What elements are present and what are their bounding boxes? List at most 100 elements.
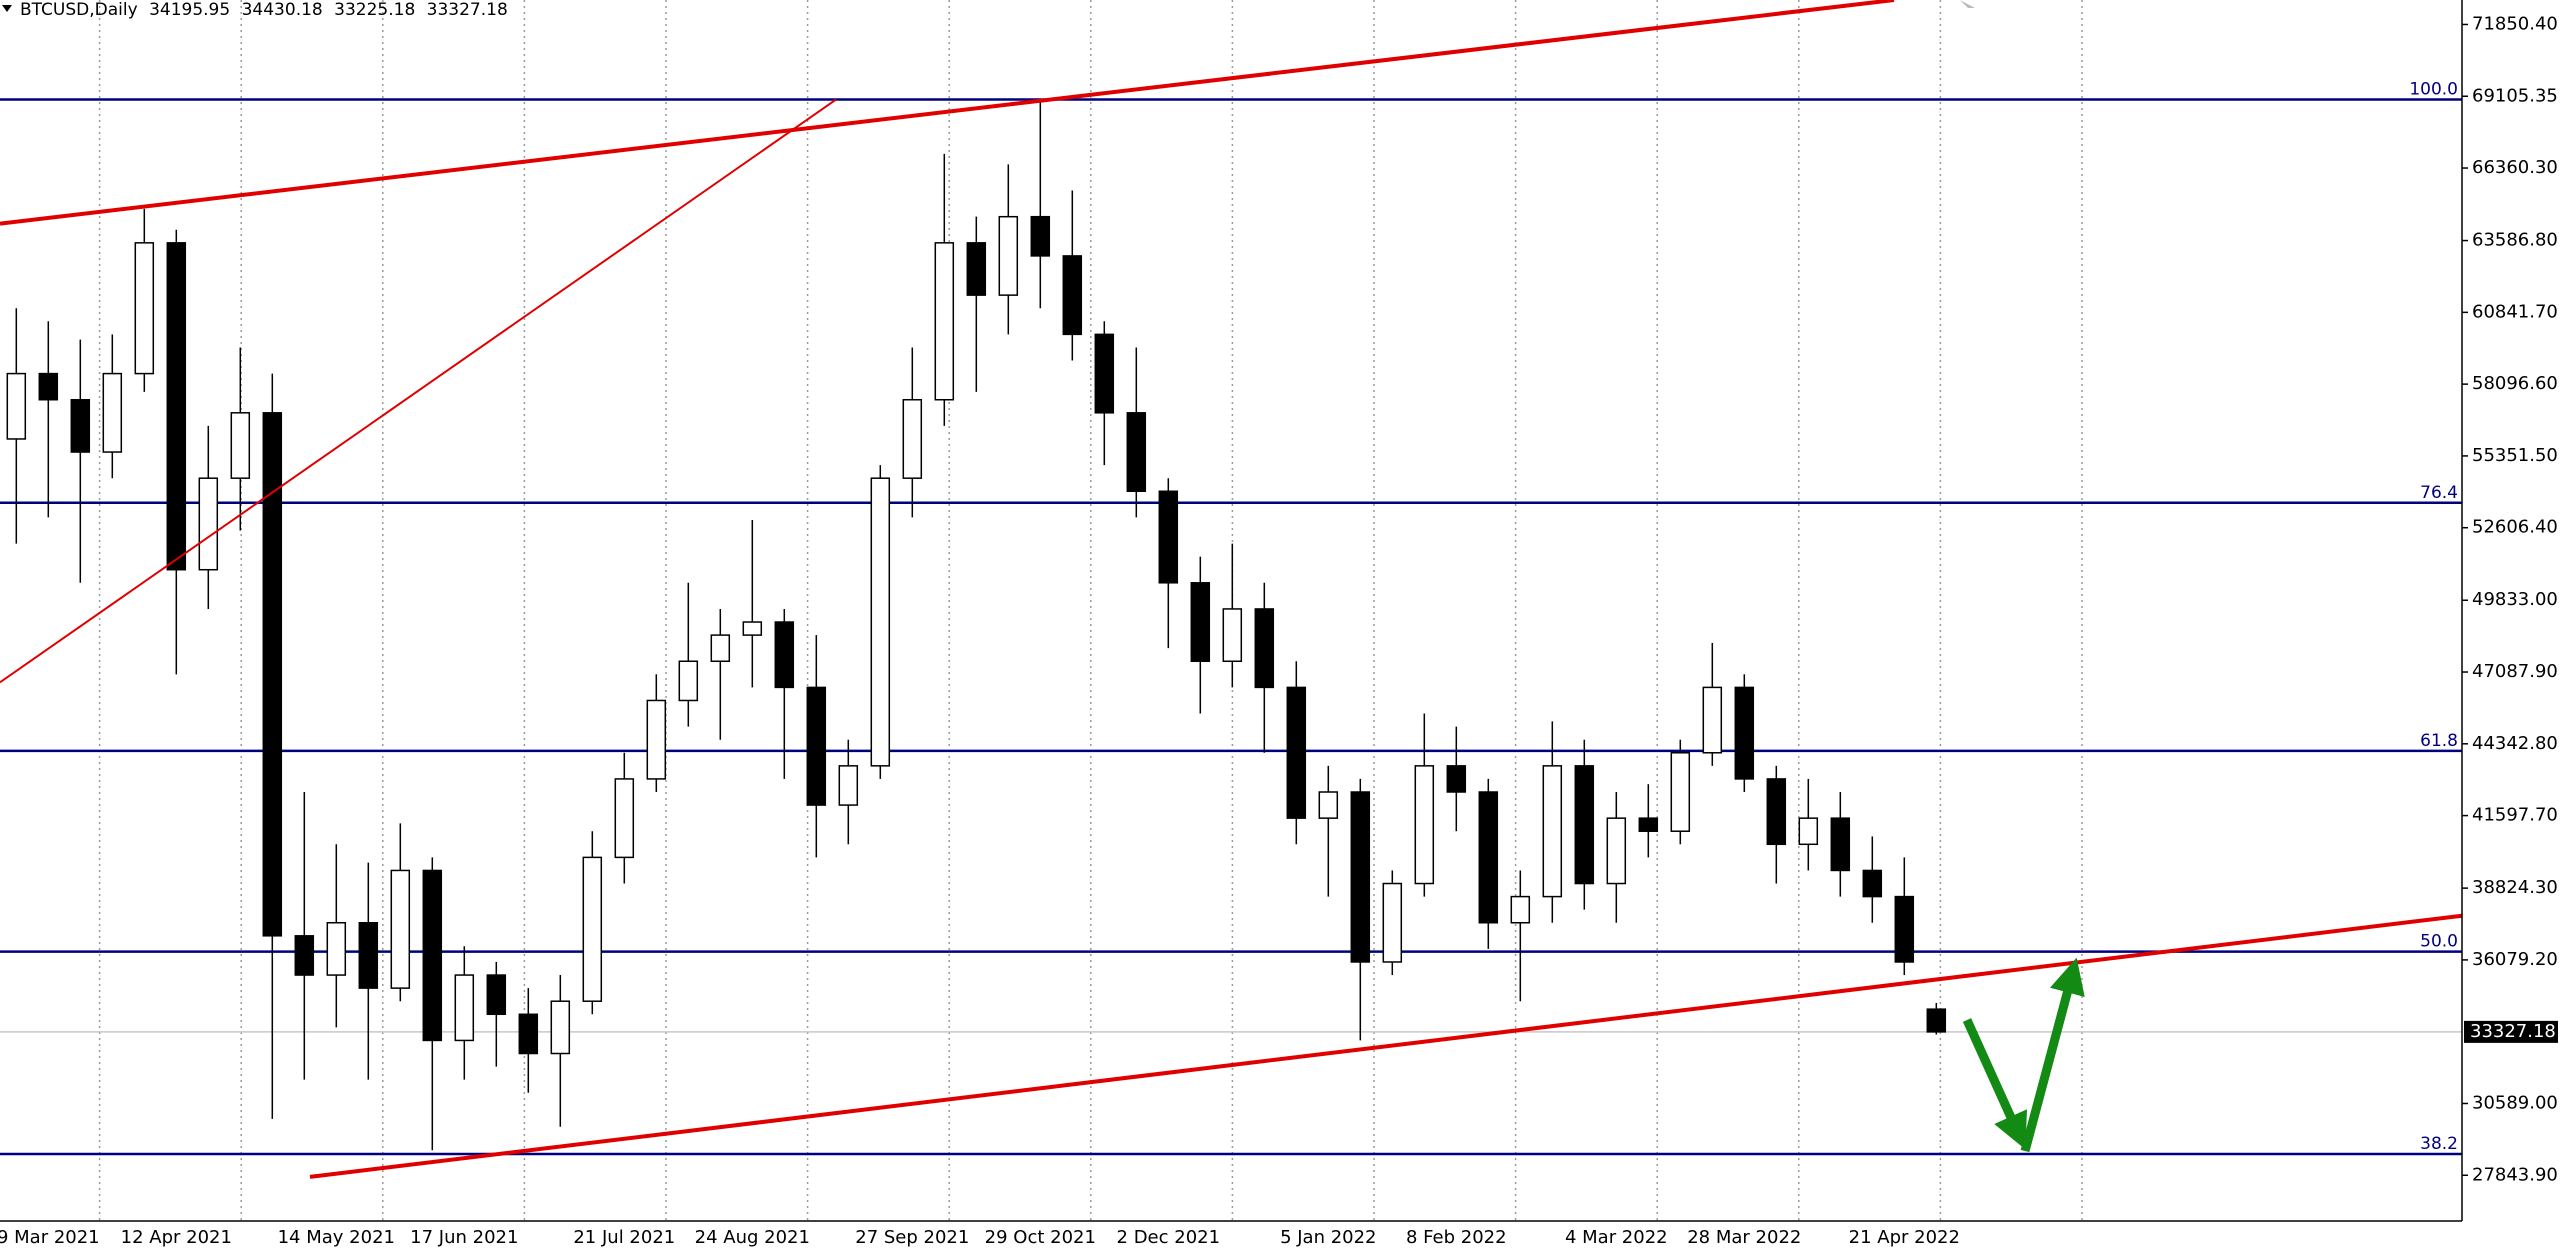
candle-body xyxy=(1382,882,1403,963)
candle-body xyxy=(1318,791,1339,819)
y-tick-label: 60841.70 xyxy=(2472,301,2558,322)
candle-body xyxy=(230,412,251,479)
candle-body xyxy=(1062,255,1083,336)
candle-body xyxy=(294,935,315,976)
y-tick-label: 55351.50 xyxy=(2472,445,2558,466)
candle-body xyxy=(262,412,283,937)
trendline xyxy=(309,913,2463,1179)
y-tick-label: 71850.40 xyxy=(2472,13,2558,34)
header-high: 34430.18 xyxy=(242,0,323,20)
candle-body xyxy=(1030,215,1051,257)
candle-body xyxy=(1862,869,1883,898)
fib-level-label: 76.4 xyxy=(2420,483,2458,503)
candle-body xyxy=(70,398,91,453)
x-tick-label: 8 Feb 2022 xyxy=(1406,1227,1507,1248)
y-tick-label: 58096.60 xyxy=(2472,373,2558,394)
candle-body xyxy=(870,477,891,767)
candle-body xyxy=(1894,895,1915,963)
y-tick-label: 44342.80 xyxy=(2472,733,2558,754)
x-tick-label: 2 Dec 2021 xyxy=(1117,1227,1221,1248)
x-tick-label: 14 May 2021 xyxy=(278,1227,395,1248)
candle-body xyxy=(1222,608,1243,662)
candle-body xyxy=(134,242,155,375)
x-tick-label: 9 Mar 2021 xyxy=(0,1227,100,1248)
x-tick-label: 28 Mar 2022 xyxy=(1687,1227,1801,1248)
header-low: 33225.18 xyxy=(334,0,415,20)
candle-body xyxy=(1254,608,1275,689)
last-price-label: 33327.18 xyxy=(2470,1021,2556,1042)
x-tick-label: 21 Jul 2021 xyxy=(573,1227,675,1248)
arrow-up xyxy=(2020,957,2085,1153)
candle-body xyxy=(326,922,347,976)
symbol: BTCUSD,Daily xyxy=(20,0,138,20)
trendline xyxy=(0,0,1895,226)
vertical-grid xyxy=(98,0,2083,1221)
x-tick-label: 12 Apr 2021 xyxy=(121,1227,232,1248)
candle-body xyxy=(966,242,987,296)
candle-body xyxy=(838,765,859,806)
candle-body xyxy=(1126,412,1147,493)
candle-body xyxy=(1606,817,1627,885)
y-tick-label: 27843.90 xyxy=(2472,1164,2558,1185)
y-tick-label: 36079.20 xyxy=(2472,949,2558,970)
candle-body xyxy=(422,869,443,1042)
candle-body xyxy=(38,372,59,401)
candle-body xyxy=(1830,817,1851,872)
candle-body xyxy=(550,1000,571,1055)
candle-body xyxy=(166,242,187,571)
x-tick-label: 17 Jun 2021 xyxy=(410,1227,518,1248)
x-tick-label: 24 Aug 2021 xyxy=(695,1227,810,1248)
candle-body xyxy=(1414,765,1435,885)
candle-body xyxy=(1094,333,1115,414)
candle-body xyxy=(1574,765,1595,885)
candle-body xyxy=(1702,686,1723,754)
y-tick-label: 69105.35 xyxy=(2472,85,2558,106)
candle-body xyxy=(1350,791,1371,963)
candle-body xyxy=(998,215,1019,296)
candle-body xyxy=(742,621,763,636)
y-tick-label: 52606.40 xyxy=(2472,517,2558,538)
candle-body xyxy=(1446,765,1467,793)
candle-body xyxy=(1510,895,1531,924)
candle-body xyxy=(1766,778,1787,846)
candle-body xyxy=(390,869,411,989)
candle-body xyxy=(486,974,507,1016)
candle-body xyxy=(1190,582,1211,662)
candle-body xyxy=(1670,752,1691,832)
x-tick-label: 21 Apr 2022 xyxy=(1849,1227,1960,1248)
y-tick-label: 47087.90 xyxy=(2472,661,2558,682)
candle-body xyxy=(1798,817,1819,846)
candle-body xyxy=(1286,686,1307,819)
candle-body xyxy=(1478,791,1499,924)
plot-area: 100.0 76.4 61.8 50.0 38.2 xyxy=(0,0,2463,1179)
candle-body xyxy=(774,621,795,689)
candle-body xyxy=(646,699,667,780)
candle-body xyxy=(582,856,603,1002)
y-tick-label: 66360.30 xyxy=(2472,157,2558,178)
x-tick-label: 4 Mar 2022 xyxy=(1565,1227,1668,1248)
candle-body xyxy=(902,398,923,479)
fib-level-label: 61.8 xyxy=(2420,731,2458,751)
x-tick-label: 5 Jan 2022 xyxy=(1280,1227,1376,1248)
menu-triangle[interactable] xyxy=(2,5,12,12)
y-tick-label: 63586.80 xyxy=(2472,230,2558,251)
candle-body xyxy=(1638,817,1659,832)
candle-body xyxy=(934,242,955,401)
fib-level-label: 100.0 xyxy=(2409,80,2458,100)
candle-body xyxy=(454,974,475,1042)
y-tick-label: 30589.00 xyxy=(2472,1092,2558,1113)
candle-body xyxy=(1734,686,1755,780)
fib-level-label: 38.2 xyxy=(2420,1134,2458,1154)
candle-body xyxy=(518,1013,539,1055)
y-tick-label: 38824.30 xyxy=(2472,877,2558,898)
candle-body xyxy=(1158,490,1179,584)
trendline xyxy=(0,98,837,684)
candle-body xyxy=(1926,1008,1947,1033)
marker-diamond xyxy=(1960,0,1975,8)
y-tick-label: 41597.70 xyxy=(2472,805,2558,826)
candle-body xyxy=(1542,765,1563,898)
x-tick-label: 27 Sep 2021 xyxy=(855,1227,969,1248)
arrow-down xyxy=(1962,1018,2028,1150)
